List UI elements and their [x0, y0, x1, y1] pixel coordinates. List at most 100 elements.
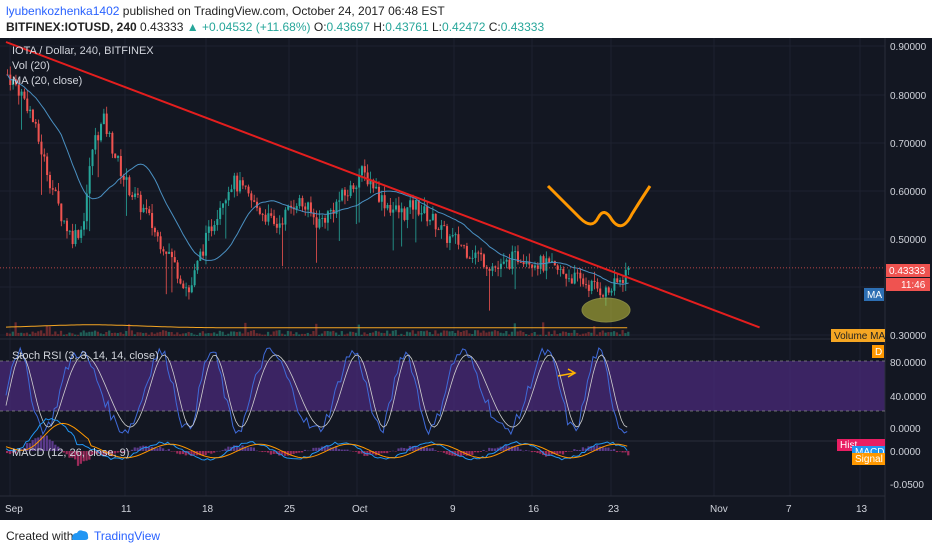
macd-hist-bar	[252, 447, 255, 451]
candle-body	[548, 258, 551, 263]
volume-bar	[544, 334, 548, 336]
volume-bar	[553, 330, 556, 336]
macd-hist-bar	[300, 451, 304, 453]
candle-body	[233, 175, 236, 190]
x-tick: 11	[121, 504, 132, 515]
chart-canvas[interactable]: IOTA / Dollar, 240, BITFINEX Vol (20) MA…	[0, 38, 932, 520]
volume-bar	[604, 332, 607, 336]
candle-body	[238, 180, 242, 192]
volume-bar	[508, 334, 511, 336]
macd-hist-bar	[207, 451, 210, 453]
volume-bar	[150, 332, 153, 336]
candle-body	[182, 283, 185, 289]
candle-body	[48, 174, 51, 189]
candle-body	[468, 257, 471, 259]
volume-bar	[34, 332, 37, 336]
volume-bar	[439, 332, 443, 336]
macd-hist-bar	[198, 451, 202, 456]
volume-bar	[437, 333, 440, 336]
candle-body	[414, 200, 417, 210]
candle-body	[250, 193, 253, 201]
candle-body	[230, 189, 233, 193]
macd-hist-bar	[337, 449, 341, 451]
candles	[6, 66, 630, 311]
hist-badge-text: Hist	[840, 440, 857, 451]
volume-bar	[315, 323, 318, 336]
author-link[interactable]: lyubenkozhenka1402	[6, 4, 120, 18]
candle-body	[153, 227, 156, 233]
low-label: L:	[432, 20, 443, 34]
volume-bar	[122, 333, 125, 336]
candle-body	[329, 209, 332, 212]
ma-line	[6, 74, 629, 285]
candle-body	[77, 230, 80, 238]
volume-bar	[371, 332, 375, 336]
volume-bar	[624, 333, 627, 336]
volume-bar	[519, 330, 522, 336]
macd-hist-bar	[28, 443, 31, 451]
candle-body	[562, 269, 565, 274]
candle-body	[117, 156, 120, 158]
volume-bar	[130, 330, 134, 336]
candle-body	[377, 186, 380, 202]
candle-body	[284, 209, 287, 225]
candle-body	[593, 280, 596, 282]
macd-hist-bar	[309, 450, 312, 452]
candle-body	[434, 213, 437, 230]
macd-hist-bar	[110, 451, 114, 457]
volume-bar	[374, 330, 377, 336]
candle-body	[451, 235, 454, 237]
volume-bar	[394, 330, 397, 336]
candle-body	[85, 193, 88, 222]
tradingview-logo-icon[interactable]	[70, 527, 90, 543]
volume-bar	[275, 330, 278, 336]
macd-hist-bar	[391, 450, 394, 452]
candle-body	[536, 265, 539, 269]
macd-hist-bar	[595, 445, 599, 451]
volume-bar	[615, 332, 619, 336]
macd-hist-bar	[136, 447, 139, 451]
volume-bar	[108, 330, 111, 336]
candle-body	[204, 232, 207, 256]
macd-hist-bar	[315, 447, 318, 451]
candle-body	[463, 245, 466, 247]
tradingview-link[interactable]: TradingView	[94, 529, 161, 543]
macd-hist-bar	[437, 451, 440, 452]
volume-bar	[286, 330, 290, 336]
volume-bar	[23, 333, 26, 336]
stoch-tick: 80.0000	[890, 358, 927, 369]
ohlc-line: BITFINEX:IOTUSD, 240 0.43333 ▲ +0.04532 …	[6, 20, 544, 34]
volume-bar	[479, 332, 482, 336]
volume-bar	[113, 332, 117, 336]
macd-hist-bar	[65, 451, 68, 455]
candle-body	[519, 262, 522, 263]
volume-bar	[559, 333, 562, 336]
volume-bar	[51, 334, 54, 336]
candle-body	[553, 261, 556, 266]
candle-body	[68, 230, 71, 232]
volume-bar	[513, 323, 516, 336]
volume-bar	[232, 331, 236, 336]
volume-bar	[561, 331, 565, 336]
price-tick: 0.60000	[890, 187, 927, 198]
volume-bar	[377, 331, 380, 336]
last-price: 0.43333	[140, 20, 184, 34]
volume-bar	[318, 334, 321, 336]
x-tick: 23	[608, 504, 620, 515]
candle-body	[358, 175, 361, 188]
macd-hist-bar	[527, 450, 531, 452]
volume-bar	[366, 334, 369, 336]
macd-hist-bar	[42, 436, 46, 451]
macd-hist-bar	[513, 446, 516, 451]
volume-bar	[343, 334, 346, 336]
candle-body	[409, 200, 412, 208]
volume-bar	[510, 331, 514, 336]
candle-body	[585, 284, 588, 286]
macd-hist-bar	[193, 451, 196, 455]
macd-hist-bar	[536, 451, 539, 454]
candle-body	[528, 261, 531, 265]
volume-bars	[6, 322, 630, 336]
candle-body	[187, 287, 190, 293]
candle-body	[142, 207, 145, 213]
candle-body	[568, 278, 571, 280]
